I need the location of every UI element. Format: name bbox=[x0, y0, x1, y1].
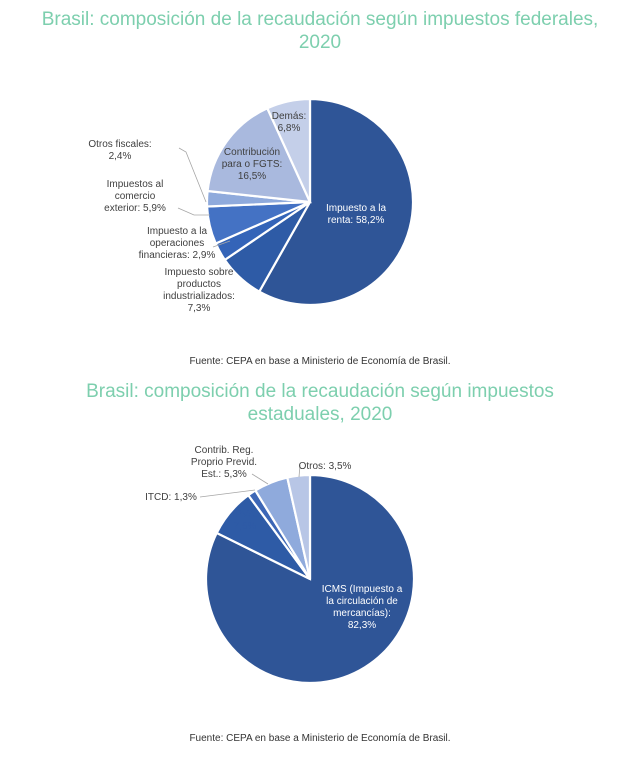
data-label: Demás: 6,8% bbox=[272, 111, 306, 134]
pie-slice-2-5 bbox=[285, 473, 312, 580]
leader-line bbox=[177, 207, 210, 216]
pie-slices bbox=[204, 473, 416, 685]
leader-line bbox=[298, 464, 301, 478]
leader-line bbox=[199, 489, 256, 498]
data-label: Impuesto sobre productos industrializados:… bbox=[163, 267, 235, 314]
source-note-estadual: Fuente: CEPA en base a Ministerio de Eco… bbox=[189, 733, 451, 744]
pie-chart-estadual: ICMS (Impuesto a la circulación de mercanc… bbox=[145, 445, 416, 685]
pie-slices bbox=[205, 97, 415, 307]
pie-chart-federal: Impuesto a la renta: 58,2% Impuesto sobre p… bbox=[88, 97, 415, 314]
data-label: IPVA: 7,6% bbox=[233, 509, 258, 532]
data-label: Otros fiscales: 2,4% bbox=[88, 139, 151, 162]
data-label: Otros: 3,5% bbox=[299, 461, 352, 472]
data-label: ITCD: 1,3% bbox=[145, 492, 197, 503]
data-label: Contribución para o FGTS: 16,5% bbox=[222, 147, 283, 182]
pie-slice-1-7 bbox=[265, 97, 312, 203]
chart-title-estadual: Brasil: composición de la recaudación se… bbox=[86, 381, 554, 425]
pie-slice-1-6 bbox=[206, 106, 312, 204]
leader-line bbox=[178, 147, 207, 203]
data-label: ICMS (Impuesto a la circulación de mercanc… bbox=[322, 584, 403, 631]
chart-title-federal: Brasil: composición de la recaudación se… bbox=[41, 9, 599, 53]
data-label: Impuesto a la operaciones financieras: 2,9… bbox=[139, 226, 216, 261]
leader-line bbox=[212, 240, 231, 248]
data-label: Contrib. Reg. Proprio Previd. Est.: 5,3% bbox=[191, 445, 257, 480]
data-label: Impuestos al comercio exterior: 5,9% bbox=[104, 179, 166, 214]
data-label: Impuesto a la renta: 58,2% bbox=[326, 203, 386, 226]
leader-line bbox=[251, 473, 269, 485]
pie-slice-1-1 bbox=[257, 97, 415, 307]
source-note-federal: Fuente: CEPA en base a Ministerio de Eco… bbox=[189, 356, 451, 367]
